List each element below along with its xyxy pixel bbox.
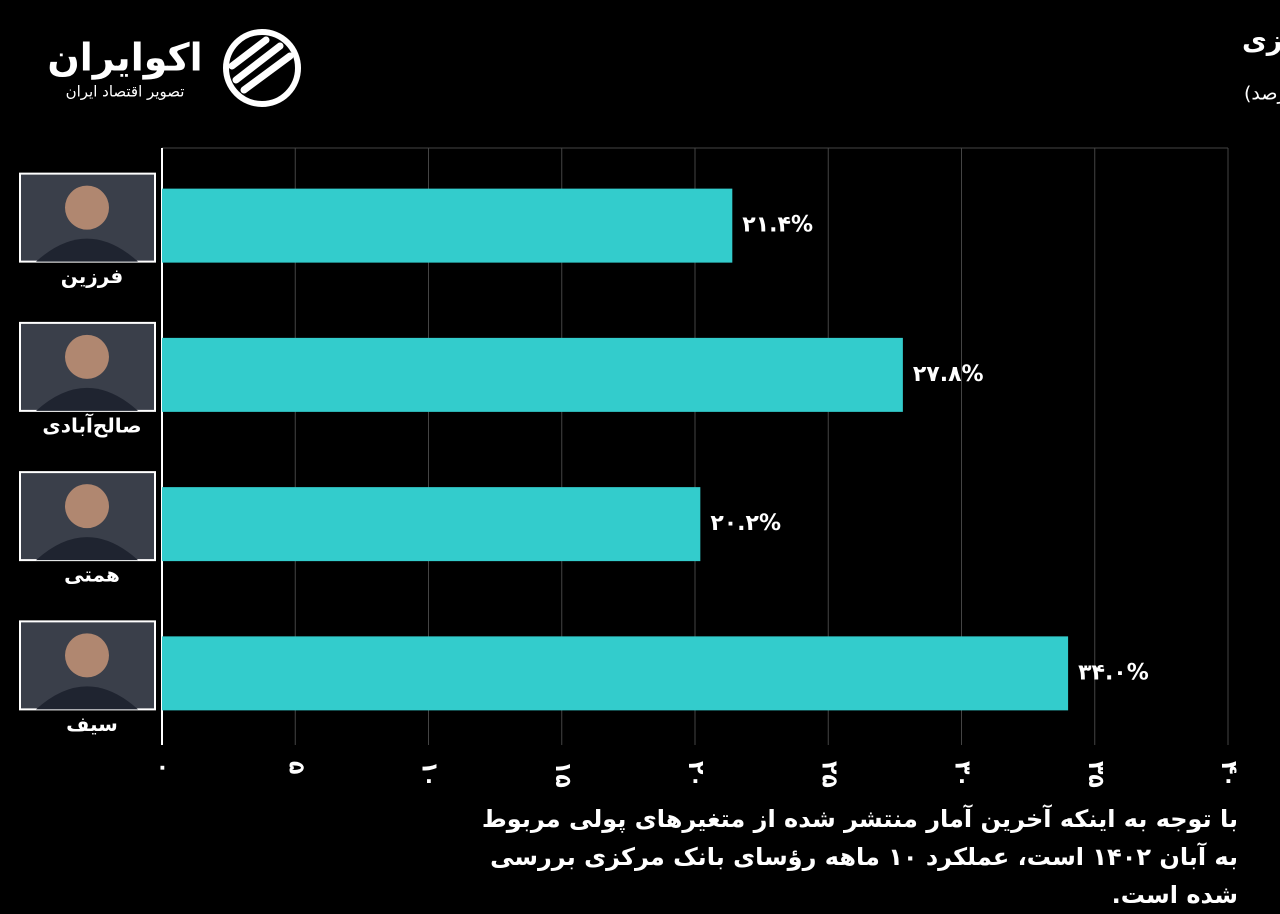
portrait-head [65, 484, 109, 529]
value-label: ۲۷.۸% [913, 362, 984, 387]
category-label: سیف [66, 712, 118, 736]
portrait-body [36, 387, 138, 411]
x-tick-label: ۲۰ [683, 761, 708, 788]
category-label: صالح‌آبادی [42, 412, 141, 437]
logo-mark [223, 29, 301, 107]
x-tick-label: ۱۰ [417, 761, 442, 788]
bar [162, 636, 1069, 711]
chart-subtitle: (واحد: درصد) [1244, 83, 1280, 105]
portrait-body [36, 537, 138, 561]
chart: اکوایران تصویر اقتصاد ایران رشد نقدینگی … [19, 25, 1280, 788]
category-label: فرزین [61, 264, 124, 288]
value-label: ۲۱.۴% [742, 213, 813, 238]
x-tick-label: ۳۰ [950, 761, 975, 788]
portrait-head [65, 185, 109, 230]
bar [162, 487, 701, 562]
footer-note: با توجه به اینکه آخرین آمار منتشر شده از… [481, 805, 1238, 909]
x-tick-label: ۴۰ [1216, 761, 1241, 788]
bar [162, 337, 903, 412]
x-tick-label: ۱۵ [550, 761, 575, 788]
category-label: همتی [64, 563, 120, 587]
brand-tagline: تصویر اقتصاد ایران [66, 83, 185, 101]
logo-stripes [228, 36, 294, 94]
portrait-body [36, 686, 138, 710]
x-tick-label: ۳۵ [1083, 761, 1108, 788]
portrait-head [65, 633, 109, 678]
x-tick-label: ۰ [150, 761, 175, 774]
brand-name: اکوایران [47, 36, 202, 80]
logo [223, 29, 301, 107]
portrait-body [36, 238, 138, 262]
value-label: ۳۴.۰% [1078, 660, 1149, 685]
chart-title: رشد نقدینگی طی ۱۰ ماه ابتدایی ریاست رؤسا… [1242, 25, 1280, 57]
portrait-head [65, 334, 109, 379]
bar [162, 188, 733, 263]
x-tick-label: ۵ [283, 761, 308, 774]
value-label: ۲۰.۲% [710, 511, 781, 536]
x-tick-label: ۲۵ [816, 761, 841, 788]
